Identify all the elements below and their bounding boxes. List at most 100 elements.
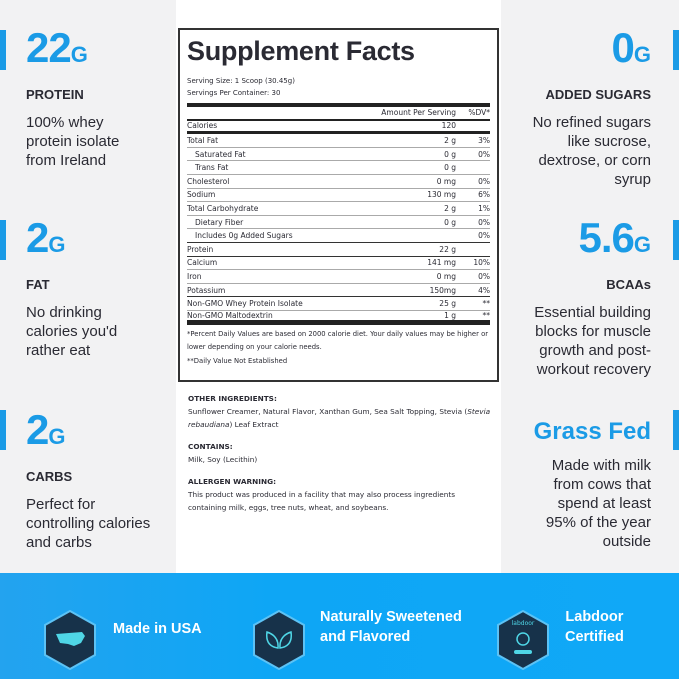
leaves-icon <box>253 610 305 670</box>
nutrient-dv: 10% <box>473 258 490 268</box>
bcaa-stat: 5.6G BCAAs Essential building blocks for… <box>491 217 651 379</box>
accent-bar <box>673 220 679 260</box>
nutrient-dv: 0% <box>478 149 490 159</box>
nutrient-amount: 0 g <box>444 217 456 227</box>
stat-desc: Perfect for controlling calories and car… <box>26 496 151 551</box>
nutrient-dv: ** <box>482 299 491 309</box>
stat-label: CARBS <box>26 469 73 484</box>
stat-label: ADDED SUGARS <box>545 87 651 102</box>
accent-bar <box>673 410 679 450</box>
and-flavored-label: and Flavored <box>320 629 411 645</box>
nutrient-dv: 0% <box>478 271 490 281</box>
contains-text: Milk, Soy (Lecithin) <box>188 455 258 464</box>
nutrient-dv: 6% <box>478 190 490 200</box>
naturally-sweetened-label: Naturally Sweetened <box>320 609 462 625</box>
nutrient-name: Total Carbohydrate <box>187 203 259 213</box>
nutrient-dv: 0% <box>478 217 490 227</box>
nutrient-amount: 130 mg <box>427 190 456 200</box>
nutrient-amount: 141 mg <box>427 258 456 268</box>
accent-bar <box>0 410 6 450</box>
accent-bar <box>0 220 6 260</box>
stat-value: 2 <box>26 406 49 453</box>
stat-label: BCAAs <box>606 277 651 292</box>
nutrient-amount: 0 g <box>444 149 456 159</box>
stat-desc: Essential building blocks for muscle gro… <box>534 304 651 378</box>
nutrient-name: Total Fat <box>187 135 219 145</box>
facts-row: Dietary Fiber 0 g 0% <box>187 216 490 230</box>
usa-map-icon <box>44 610 96 670</box>
grass-fed-stat: Grass Fed Made with milk from cows that … <box>491 418 651 551</box>
facts-row: Sodium 130 mg 6% <box>187 189 490 203</box>
facts-title: Supplement Facts <box>187 36 415 66</box>
nutrient-amount: 2 g <box>444 203 456 213</box>
stat-label: FAT <box>26 277 50 292</box>
facts-row: Iron 0 mg 0% <box>187 270 490 284</box>
made-in-usa-label: Made in USA <box>113 621 202 637</box>
nutrient-amount: 0 g <box>444 163 456 173</box>
col-dv: %DV* <box>468 108 490 118</box>
facts-row: Total Fat 2 g 3% <box>187 134 490 148</box>
allergen-text: This product was produced in a facility … <box>188 490 456 512</box>
nutrient-amount: 0 mg <box>436 176 456 186</box>
sugar-stat: 0G ADDED SUGARS No refined sugars like s… <box>491 27 651 189</box>
facts-row: Cholesterol 0 mg 0% <box>187 175 490 189</box>
stat-desc: No refined sugars like sucrose, dextrose… <box>532 114 651 188</box>
nutrient-dv: 4% <box>478 285 490 295</box>
nutrient-name: Trans Fat <box>195 163 229 173</box>
nutrient-dv: 0% <box>478 231 490 241</box>
stat-unit: G <box>633 42 651 67</box>
labdoor-icon: labdoor <box>497 610 549 670</box>
stat-unit: G <box>48 232 66 257</box>
nutrient-amount: 2 g <box>444 135 456 145</box>
carbs-stat: 2G CARBS Perfect for controlling calorie… <box>26 409 186 552</box>
nutrient-amount: 120 <box>441 121 456 131</box>
nutrient-dv: 3% <box>478 135 490 145</box>
supplement-facts: Supplement Facts Serving Size: 1 Scoop (… <box>178 28 499 382</box>
stat-desc: No drinking calories you'd rather eat <box>26 304 118 359</box>
facts-row: Potassium 150mg 4% <box>187 284 490 298</box>
nutrient-name: Saturated Fat <box>195 149 246 159</box>
nutrient-name: Iron <box>187 271 202 281</box>
facts-row: Non-GMO Maltodextrin 1 g ** <box>187 311 490 325</box>
nutrient-amount: 150mg <box>429 285 456 295</box>
nutrient-name: Cholesterol <box>187 176 230 186</box>
facts-row: Total Carbohydrate 2 g 1% <box>187 202 490 216</box>
stat-unit: G <box>633 232 651 257</box>
nutrient-name: Protein <box>187 244 214 254</box>
certified-label: Certified <box>565 629 624 645</box>
stat-value: 22 <box>26 24 72 71</box>
facts-row: Protein 22 g <box>187 243 490 257</box>
ingredients: OTHER INGREDIENTS: Sunflower Creamer, Na… <box>188 392 493 514</box>
accent-bar <box>673 30 679 70</box>
nutrient-amount: 22 g <box>439 244 456 254</box>
nutrient-dv: 1% <box>478 203 490 213</box>
facts-row: Includes 0g Added Sugars 0% <box>187 229 490 243</box>
stat-unit: G <box>48 424 66 449</box>
nutrient-name: Calories <box>187 121 218 131</box>
contains-title: CONTAINS: <box>188 442 233 451</box>
stat-label: PROTEIN <box>26 87 84 102</box>
accent-bar <box>0 30 6 70</box>
nutrient-name: Calcium <box>187 258 218 268</box>
nutrient-name: Non-GMO Maltodextrin <box>187 310 273 320</box>
stat-desc: Made with milk from cows that spend at l… <box>545 457 651 550</box>
nutrient-name: Includes 0g Added Sugars <box>195 231 293 241</box>
nutrient-amount: 1 g <box>444 310 456 320</box>
facts-row: Calories 120 <box>187 121 490 135</box>
stat-unit: G <box>70 42 88 67</box>
stat-value: 5.6 <box>578 214 634 261</box>
other-ingredients-title: OTHER INGREDIENTS: <box>188 394 277 403</box>
stat-value: 2 <box>26 214 49 261</box>
stat-value: Grass Fed <box>533 418 651 445</box>
serving-size: Serving Size: 1 Scoop (30.45g) <box>187 77 295 85</box>
facts-row: Non-GMO Whey Protein Isolate 25 g ** <box>187 297 490 311</box>
facts-header: Amount Per Serving %DV* <box>187 107 490 121</box>
other-ingredients: Sunflower Creamer, Natural Flavor, Xanth… <box>188 407 491 429</box>
label-panel <box>176 0 501 573</box>
servings-per-container: Servings Per Container: 30 <box>187 89 281 97</box>
facts-row: Trans Fat 0 g <box>187 161 490 175</box>
nutrient-amount: 0 mg <box>436 271 456 281</box>
nutrient-amount: 25 g <box>439 299 456 309</box>
stat-value: 0 <box>611 24 635 71</box>
allergen-title: ALLERGEN WARNING: <box>188 477 276 486</box>
